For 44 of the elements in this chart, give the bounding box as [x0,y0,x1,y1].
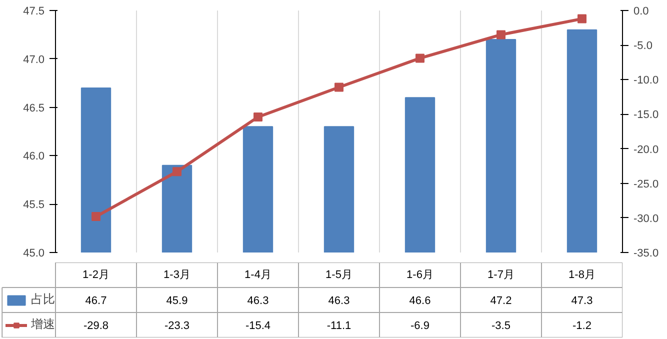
point [578,14,586,24]
y-tick-label: 45.0 [23,248,45,260]
y2-tick-label: -5.0 [634,40,652,52]
point [496,30,506,40]
data-label: 46.7 [85,295,107,307]
data-label: -1.2 [572,320,592,332]
x-tick-label: 1-3月 [164,269,190,281]
y2-tick-label: -20.0 [634,144,659,156]
data-label: -11.1 [326,320,352,332]
y-tick-label: 47.0 [23,54,45,66]
x-tick-label: 1-5月 [326,269,352,281]
data-label: 47.3 [571,295,593,307]
data-label: -23.3 [164,320,190,332]
point [172,167,182,176]
x-tick-label: 1-4月 [244,269,272,281]
y2-tick-label: -25.0 [634,178,659,190]
legend-label: 占比 [31,291,55,308]
data-label: -3.5 [492,320,510,332]
y2-tick-label: -10.0 [634,74,659,87]
data-label: -29.8 [83,320,109,332]
y2-tick-label: -30.0 [634,212,659,225]
y-tick-label: 46.0 [23,150,45,163]
data-label: -15.4 [245,320,271,332]
y-tick-label: 45.5 [23,199,45,212]
x-tick-label: 1-8月 [568,269,596,281]
data-label: 46.3 [328,295,350,307]
y-tick-label: 46.5 [23,102,45,114]
data-label: 47.2 [490,295,512,307]
y-tick-label: 47.5 [23,6,45,18]
legend-label: 增速 [31,316,55,333]
point [416,54,424,63]
point [334,82,344,92]
data-label: 46.3 [247,295,269,307]
x-tick-label: 1-6月 [406,269,434,281]
data-label: 45.9 [166,295,188,307]
data-label: 46.6 [409,295,431,307]
y2-tick-label: -15.0 [634,109,659,122]
point [254,112,262,122]
point [92,212,100,222]
data-label: -6.9 [410,320,430,332]
x-tick-label: 1-2月 [82,269,110,281]
x-tick-label: 1-7月 [488,269,514,281]
y2-tick-label: 0.0 [634,6,649,18]
y2-tick-label: -35.0 [634,248,659,260]
